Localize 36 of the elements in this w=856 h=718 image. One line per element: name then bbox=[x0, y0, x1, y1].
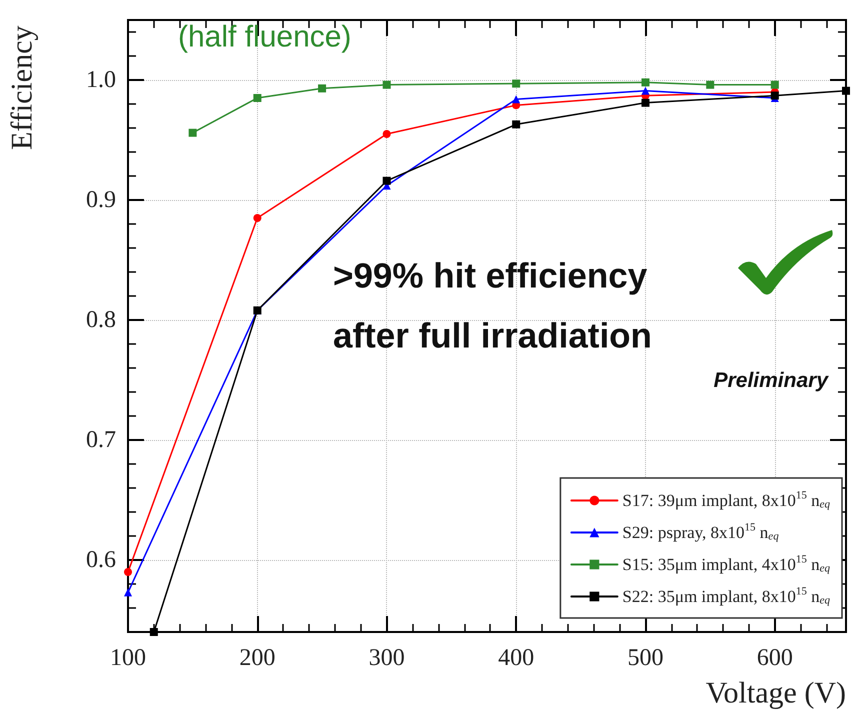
y-tick-label: 0.7 bbox=[86, 427, 116, 453]
point bbox=[706, 80, 714, 89]
point bbox=[382, 176, 391, 185]
y-axis-title: Efficiency bbox=[6, 26, 38, 150]
x-tick-label: 300 bbox=[368, 645, 405, 671]
point bbox=[253, 94, 262, 102]
y-tick-label: 0.9 bbox=[86, 187, 116, 213]
point bbox=[512, 80, 520, 88]
x-tick-label: 600 bbox=[756, 645, 793, 671]
point bbox=[318, 84, 326, 92]
point bbox=[641, 78, 650, 86]
annotation: >99% hit efficiency after full irradiation bbox=[333, 256, 652, 356]
point bbox=[150, 628, 158, 636]
x-tick-label: 400 bbox=[498, 645, 534, 671]
y-tick-label: 0.8 bbox=[86, 307, 116, 333]
y-tick-label: 1.0 bbox=[86, 67, 116, 93]
point bbox=[842, 86, 850, 95]
point bbox=[770, 80, 779, 89]
point bbox=[641, 86, 650, 95]
point bbox=[124, 588, 132, 596]
point bbox=[770, 92, 779, 100]
y-tick-label: 0.6 bbox=[86, 547, 116, 573]
point bbox=[253, 214, 262, 222]
point bbox=[188, 128, 197, 137]
x-axis-title: Voltage (V) bbox=[706, 676, 846, 710]
annotation: (half fluence) bbox=[178, 20, 352, 54]
point bbox=[512, 95, 520, 104]
point bbox=[382, 130, 391, 138]
point bbox=[512, 120, 520, 128]
point bbox=[641, 98, 650, 107]
point bbox=[124, 568, 132, 576]
x-tick-label: 500 bbox=[627, 645, 664, 671]
point bbox=[382, 80, 391, 89]
x-tick-label: 100 bbox=[110, 645, 146, 671]
annotation: Preliminary bbox=[714, 369, 830, 392]
x-tick-label: 200 bbox=[239, 645, 276, 671]
